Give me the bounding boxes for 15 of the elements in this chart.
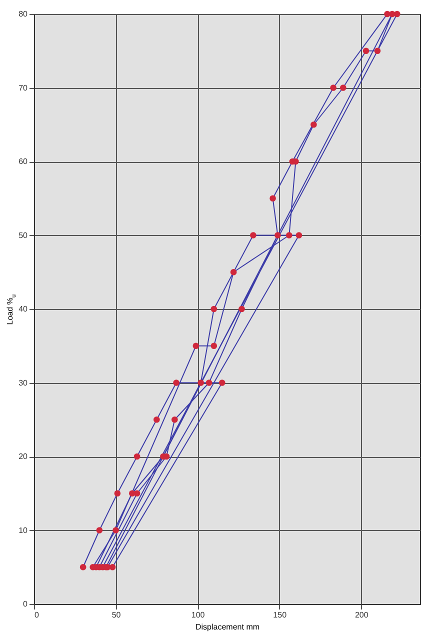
x-tick-label: 0 — [34, 610, 40, 620]
x-tick-label: 50 — [112, 610, 122, 620]
y-tick-label: 80 — [18, 10, 28, 18]
y-tick-label: 70 — [18, 83, 28, 92]
y-tick-label: 20 — [18, 452, 28, 461]
y-tick-label: 10 — [18, 526, 28, 535]
y-tick-label: 40 — [18, 304, 28, 314]
y-tick-label: 0 — [23, 600, 28, 608]
x-tick-label: 200 — [354, 610, 369, 620]
x-tick-label: 100 — [191, 610, 206, 620]
y-tick-label: 60 — [18, 157, 28, 166]
x-axis-title: Displacement mm — [195, 622, 260, 632]
y-tick-label: 50 — [18, 230, 28, 240]
y-tick-label: 30 — [18, 378, 28, 388]
x-tick-label: 150 — [273, 610, 288, 620]
